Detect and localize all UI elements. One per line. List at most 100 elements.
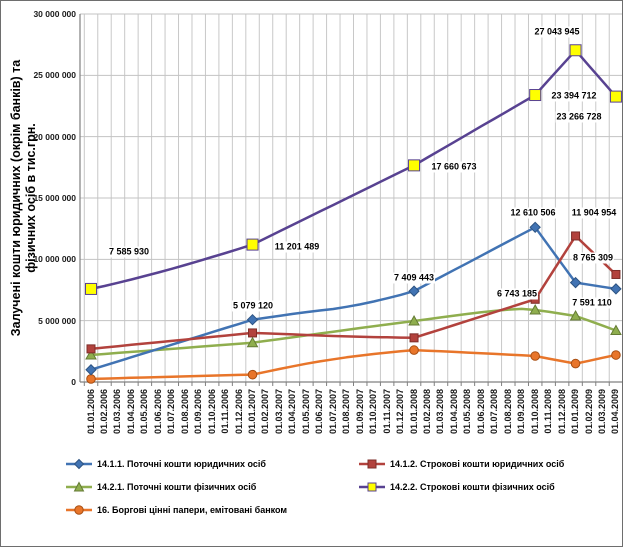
x-tick-label: 01.05.2008: [462, 389, 473, 435]
y-tick-label: 20 000 000: [33, 131, 76, 142]
x-tick-label: 01.02.2008: [422, 389, 432, 435]
series-marker-14: [85, 348, 97, 360]
y-tick-label: 5 000 000: [38, 315, 76, 326]
y-tick-label: 10 000 000: [33, 254, 76, 265]
series-marker-14: [246, 336, 259, 348]
legend-marker-icon: [66, 505, 92, 515]
series-marker-14: [569, 276, 582, 289]
data-label: 6 743 185: [495, 288, 539, 300]
x-tick-label: 01.08.2008: [502, 389, 513, 435]
x-tick-label: 01.03.2009: [596, 389, 607, 435]
data-label: 8 765 309: [571, 252, 615, 264]
x-tick-label: 01.04.2008: [448, 389, 459, 435]
series-marker-16: [530, 351, 540, 361]
x-tick-label: 01.01.2007: [247, 389, 258, 435]
series-marker-14: [610, 283, 622, 295]
series-line-16: [89, 348, 618, 381]
series-marker-14: [529, 221, 541, 234]
x-tick-label: 01.03.2007: [273, 389, 284, 435]
legend-item-14: 14.2.2. Строкові кошти фізичних осіб: [358, 481, 564, 493]
x-tick-label: 01.02.2006: [98, 389, 109, 435]
legend-marker-icon: [66, 458, 92, 470]
series-marker-14: [529, 303, 542, 315]
x-tick-label: 01.07.2008: [489, 389, 500, 435]
data-label: 7 585 930: [107, 246, 151, 258]
series-line-14: [89, 234, 618, 351]
series-marker-16: [570, 358, 581, 369]
data-label: 23 266 728: [555, 111, 603, 123]
legend-item-label: 14.1.1. Поточні кошти юридичних осіб: [97, 459, 266, 469]
x-tick-label: 01.08.2006: [179, 389, 190, 435]
x-tick-label: 01.08.2007: [341, 389, 352, 435]
series-marker-14: [408, 315, 420, 326]
legend-marker-icon: [66, 481, 92, 492]
legend-item-label: 16. Боргові цінні папери, емітовані банк…: [97, 505, 288, 515]
series-marker-14: [409, 333, 419, 343]
data-label: 17 660 673: [430, 161, 478, 173]
x-tick-label: 01.10.2008: [529, 389, 540, 435]
series-marker-14: [86, 344, 96, 354]
x-tick-label: 01.07.2007: [327, 389, 338, 435]
series-marker-14: [85, 282, 97, 295]
x-tick-label: 01.06.2007: [314, 389, 325, 435]
x-tick-label: 01.02.2007: [260, 389, 271, 435]
x-tick-label: 01.03.2006: [112, 389, 123, 435]
y-tick-label: 15 000 000: [33, 193, 76, 203]
series-marker-14: [609, 90, 622, 103]
legend-marker-icon: [359, 459, 385, 469]
series-marker-14: [569, 44, 582, 57]
data-label: 12 610 506: [509, 207, 557, 219]
x-tick-label: 01.11.2007: [381, 389, 392, 434]
x-tick-label: 01.09.2007: [354, 389, 365, 435]
y-tick-label: 30 000 000: [33, 9, 76, 19]
series-marker-14: [246, 238, 259, 251]
x-tick-label: 01.11.2006: [220, 389, 231, 434]
series-marker-14: [529, 89, 542, 102]
legend-item-14: 14.1.1. Поточні кошти юридичних осіб: [65, 458, 358, 470]
series-line-14: [89, 307, 618, 357]
series-marker-14: [408, 159, 421, 172]
data-label: 5 079 120: [231, 300, 275, 312]
series-line-14: [89, 226, 618, 371]
x-tick-label: 01.12.2006: [233, 389, 244, 435]
legend-item-16: 16. Боргові цінні папери, емітовані банк…: [65, 504, 358, 516]
legend-item-label: 14.2.2. Строкові кошти фізичних осіб: [390, 482, 555, 492]
data-label: 7 409 443: [392, 272, 436, 284]
data-label: 7 591 110: [571, 297, 613, 309]
legend-marker-icon: [359, 482, 385, 492]
series-line-14: [89, 49, 618, 291]
legend-item-label: 14.1.2. Строкові кошти юридичних осіб: [390, 459, 565, 469]
data-label: 11 201 489: [273, 241, 321, 253]
series-marker-16: [611, 350, 621, 360]
x-tick-label: 01.04.2006: [125, 389, 136, 435]
x-tick-label: 01.07.2006: [166, 389, 177, 435]
data-label: 27 043 945: [533, 26, 581, 38]
series-marker-14: [248, 328, 258, 338]
x-tick-label: 01.05.2006: [139, 389, 150, 435]
series-marker-14: [85, 364, 97, 376]
series-marker-14: [571, 231, 581, 241]
series-marker-14: [611, 269, 621, 279]
x-tick-label: 01.01.2008: [408, 389, 419, 435]
series-marker-14: [408, 285, 420, 297]
data-label: 23 394 712: [550, 90, 598, 102]
x-tick-label: 01.09.2006: [193, 389, 204, 435]
x-tick-label: 01.10.2006: [206, 389, 217, 435]
series-marker-14: [569, 309, 582, 321]
x-tick-label: 01.02.2009: [583, 389, 594, 435]
series-marker-16: [247, 369, 258, 380]
x-tick-label: 01.05.2007: [300, 389, 311, 435]
x-tick-label: 01.12.2008: [556, 389, 567, 435]
legend: 14.1.1. Поточні кошти юридичних осіб 14.1…: [65, 458, 564, 516]
legend-item-label: 14.2.1. Поточні кошти фізичних осіб: [97, 482, 257, 492]
x-tick-label: 01.04.2009: [610, 389, 621, 435]
x-tick-label: 01.04.2007: [287, 389, 298, 435]
legend-item-14: 14.1.2. Строкові кошти юридичних осіб: [358, 458, 564, 470]
x-tick-label: 01.11.2008: [543, 389, 554, 434]
x-tick-label: 01.09.2008: [516, 389, 527, 435]
series-marker-14: [610, 324, 622, 335]
legend-item-14: 14.2.1. Поточні кошти фізичних осіб: [65, 481, 358, 493]
x-tick-label: 01.01.2006: [85, 389, 96, 435]
